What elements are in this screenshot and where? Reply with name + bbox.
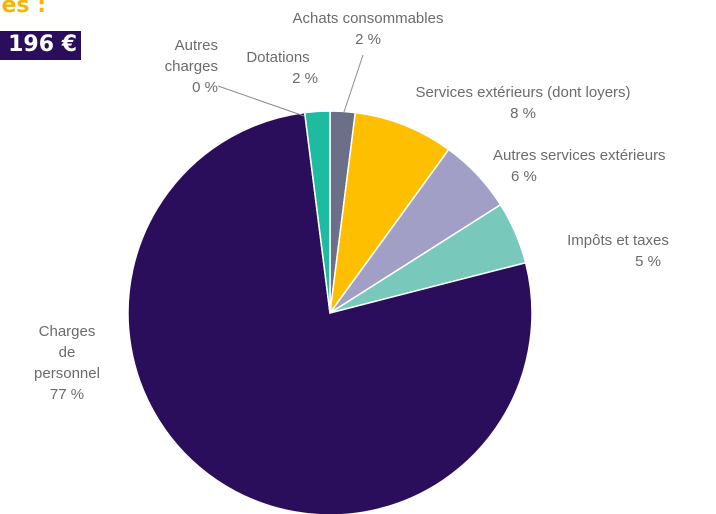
- label-autres-charges: Autres charges 0 %: [164, 37, 218, 96]
- leader-line-achats: [343, 54, 364, 113]
- total-label-line1: es :: [0, 0, 50, 20]
- pie-slice-services-ext-rieurs-dont-loyers: [329, 111, 450, 314]
- total-amount: 196 €: [0, 31, 81, 60]
- label-services-exterieurs: Services extérieurs (dont loyers) 8 %: [415, 84, 631, 122]
- pie-slice-dotations: [303, 110, 331, 314]
- label-dotations: Dotations 2 %: [246, 49, 318, 87]
- label-achats-consommables: Achats consommables 2 %: [292, 10, 444, 48]
- pie-slice-charges-de-personnel: [127, 111, 533, 514]
- label-impots-et-taxes: Impôts et taxes 5 %: [567, 232, 669, 270]
- label-autres-services-exterieurs: Autres services extérieurs 6 %: [493, 147, 666, 185]
- leader-line-autres-charges: [217, 85, 305, 117]
- label-charges-de-personnel: Charges de personnel 77 %: [34, 323, 100, 403]
